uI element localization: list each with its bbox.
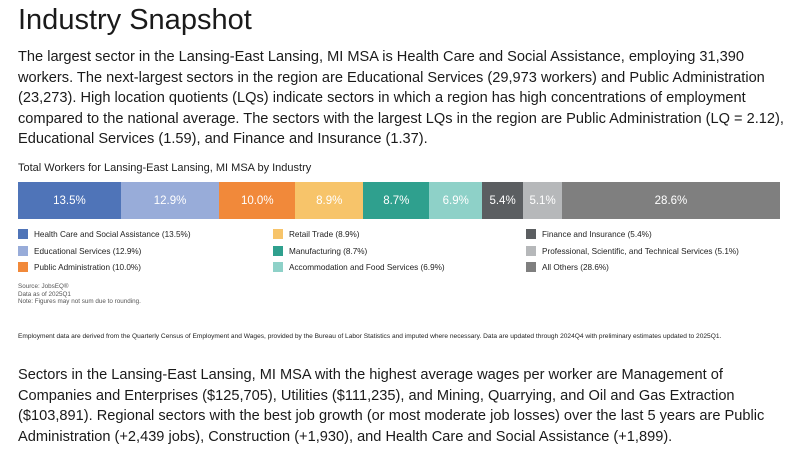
legend-swatch: [526, 262, 536, 272]
rounding-note: Note: Figures may not sum due to roundin…: [18, 298, 141, 306]
legend-swatch: [526, 246, 536, 256]
legend-label: Accommodation and Food Services (6.9%): [289, 262, 445, 272]
wages-paragraph: Sectors in the Lansing-East Lansing, MI …: [18, 367, 765, 445]
source-note: Source: JobsEQ®: [18, 283, 69, 290]
legend-item-all-others: All Others (28.6%): [526, 262, 609, 272]
legend-swatch: [273, 262, 283, 272]
legend-item-educational-services: Educational Services (12.9%): [18, 246, 141, 256]
bar-segment-label: 13.5%: [53, 194, 86, 207]
bar-segment-label: 8.9%: [316, 194, 343, 207]
legend-swatch: [18, 229, 28, 239]
bar-segment-finance-and-insurance: 5.4%: [482, 182, 524, 219]
legend-item-health-care-and-social-assistance: Health Care and Social Assistance (13.5%…: [18, 229, 191, 239]
legend-swatch: [18, 262, 28, 272]
data-date-note: Data as of 2025Q1: [18, 290, 71, 298]
page-title: Industry Snapshot: [18, 4, 252, 36]
bar-segment-label: 8.7%: [383, 194, 410, 207]
legend-label: All Others (28.6%): [542, 262, 609, 272]
legend-label: Finance and Insurance (5.4%): [542, 229, 652, 239]
bar-segment-health-care-and-social-assistance: 13.5%: [18, 182, 121, 219]
legend-label: Educational Services (12.9%): [34, 246, 142, 256]
methodology-footnote: Employment data are derived from the Qua…: [18, 333, 722, 340]
bar-segment-accommodation-and-food-services: 6.9%: [429, 182, 482, 219]
legend-item-accommodation-and-food-services: Accommodation and Food Services (6.9%): [273, 262, 445, 272]
legend-item-professional-scientific-and-technical-services: Professional, Scientific, and Technical …: [526, 246, 739, 256]
legend-item-public-administration: Public Administration (10.0%): [18, 262, 141, 272]
bar-segment-retail-trade: 8.9%: [295, 182, 364, 219]
chart-title: Total Workers for Lansing-East Lansing, …: [18, 162, 312, 174]
legend-label: Manufacturing (8.7%): [289, 246, 368, 256]
bar-segment-public-administration: 10.0%: [219, 182, 296, 219]
legend-label: Professional, Scientific, and Technical …: [542, 246, 739, 256]
legend-item-manufacturing: Manufacturing (8.7%): [273, 246, 367, 256]
intro-paragraph: The largest sector in the Lansing-East L…: [18, 49, 784, 147]
bar-segment-label: 6.9%: [442, 194, 469, 207]
bar-segment-label: 10.0%: [240, 194, 274, 207]
legend-swatch: [273, 229, 283, 239]
stacked-bar-chart: 13.5% 12.9% 10.0% 8.9% 8.7% 6.9% 5.4% 5.1% 28.6%: [18, 182, 780, 219]
bar-segment-label: 12.9%: [153, 194, 187, 207]
legend-item-retail-trade: Retail Trade (8.9%): [273, 229, 360, 239]
legend-swatch: [526, 229, 536, 239]
bar-segment-all-others: 28.6%: [562, 182, 780, 219]
legend-label: Public Administration (10.0%): [34, 262, 141, 272]
chart-notes: Source: JobsEQ® Data as of 2025Q1 Note: …: [18, 283, 141, 306]
chart-legend: Health Care and Social Assistance (13.5%…: [18, 229, 788, 277]
bar-segment-label: 5.4%: [489, 194, 516, 207]
legend-item-finance-and-insurance: Finance and Insurance (5.4%): [526, 229, 652, 239]
bar-segment-label: 5.1%: [529, 194, 556, 207]
bar-segment-educational-services: 12.9%: [120, 182, 220, 219]
bar-segment-professional-scientific-and-technical-services: 5.1%: [523, 182, 562, 219]
legend-label: Health Care and Social Assistance (13.5%…: [34, 229, 191, 239]
bar-segment-label: 28.6%: [654, 194, 688, 207]
bar-segment-manufacturing: 8.7%: [363, 182, 430, 219]
legend-swatch: [18, 246, 28, 256]
legend-swatch: [273, 246, 283, 256]
legend-label: Retail Trade (8.9%): [289, 229, 360, 239]
